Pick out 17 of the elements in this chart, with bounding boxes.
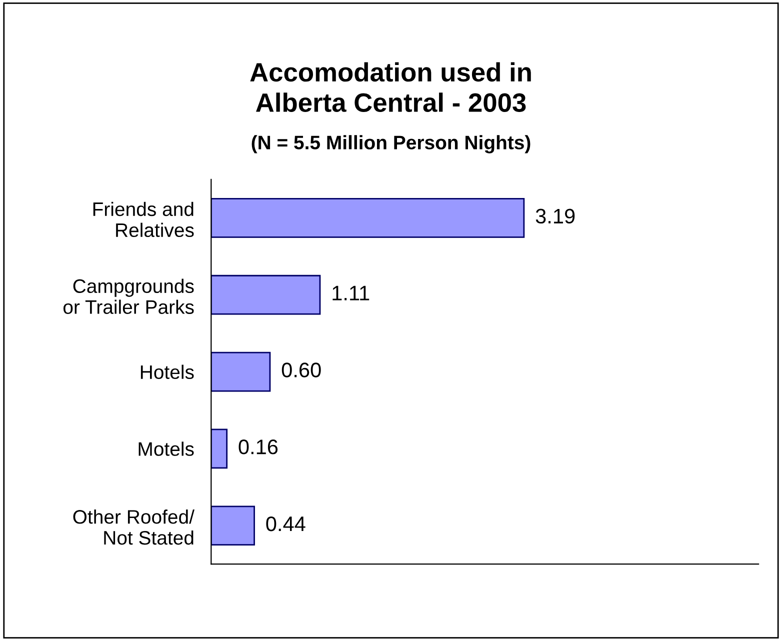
bar [211,428,228,469]
chart-subtitle: (N = 5.5 Million Person Nights) [252,135,530,154]
data-label: 0.16 [238,440,278,454]
y-tick-label: Friends and Relatives [93,202,194,238]
data-label: 0.60 [282,362,321,378]
data-label: 1.11 [332,286,370,300]
data-label: 0.44 [266,516,306,532]
y-tick-label: Campgrounds or Trailer Parks [63,278,194,314]
chart-title: Accomodation used in Alberta Central - 2003 [250,62,531,112]
data-label: 3.19 [536,208,575,224]
bar [211,274,321,315]
bar [211,352,271,392]
bar [211,198,525,238]
y-tick-label: Hotels [140,364,194,380]
y-tick-label: Motels [138,442,194,456]
bar [211,506,255,546]
y-tick-label: Other Roofed/ Not Stated [73,510,194,545]
